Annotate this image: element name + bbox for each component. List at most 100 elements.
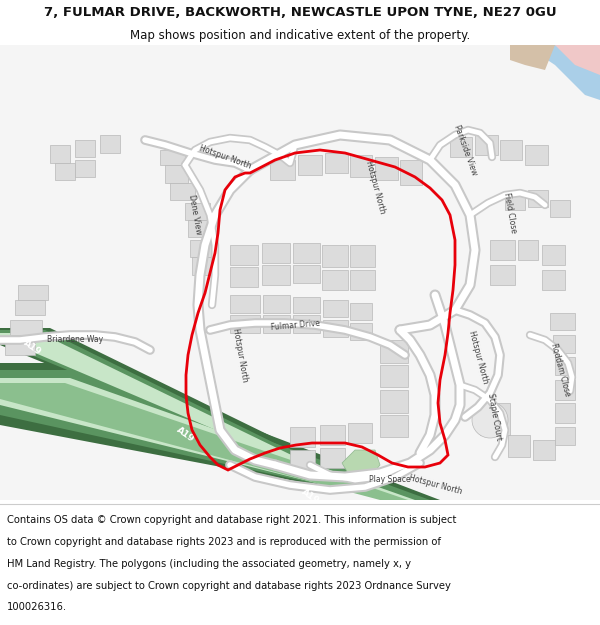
Text: Play Space: Play Space: [369, 476, 411, 484]
Text: Roddam Close: Roddam Close: [548, 342, 571, 398]
Polygon shape: [490, 265, 515, 285]
Polygon shape: [55, 163, 75, 180]
Polygon shape: [15, 300, 45, 315]
Polygon shape: [525, 145, 548, 165]
Polygon shape: [190, 240, 215, 257]
Polygon shape: [298, 155, 322, 175]
Polygon shape: [550, 313, 575, 330]
Polygon shape: [400, 160, 422, 185]
Polygon shape: [230, 267, 258, 287]
Polygon shape: [518, 240, 538, 260]
Polygon shape: [508, 435, 530, 457]
Polygon shape: [510, 45, 555, 70]
Polygon shape: [160, 150, 185, 165]
Polygon shape: [450, 137, 472, 157]
Polygon shape: [348, 423, 372, 443]
Polygon shape: [500, 140, 522, 160]
Circle shape: [472, 402, 508, 438]
Polygon shape: [350, 245, 375, 267]
Polygon shape: [322, 270, 348, 290]
Text: Hotspur North: Hotspur North: [407, 474, 463, 496]
Polygon shape: [100, 135, 120, 153]
Text: Hotspur North: Hotspur North: [467, 329, 490, 384]
Text: co-ordinates) are subject to Crown copyright and database rights 2023 Ordnance S: co-ordinates) are subject to Crown copyr…: [7, 581, 451, 591]
Polygon shape: [270, 160, 295, 180]
Text: 7, FULMAR DRIVE, BACKWORTH, NEWCASTLE UPON TYNE, NE27 0GU: 7, FULMAR DRIVE, BACKWORTH, NEWCASTLE UP…: [44, 6, 556, 19]
Text: to Crown copyright and database rights 2023 and is reproduced with the permissio: to Crown copyright and database rights 2…: [7, 537, 441, 547]
Text: Hotspur North: Hotspur North: [364, 159, 386, 214]
Polygon shape: [5, 340, 35, 355]
Polygon shape: [263, 315, 290, 333]
Polygon shape: [293, 265, 320, 283]
Polygon shape: [550, 200, 570, 217]
Text: Hotspur North: Hotspur North: [231, 328, 249, 382]
Polygon shape: [375, 157, 398, 180]
Text: Map shows position and indicative extent of the property.: Map shows position and indicative extent…: [130, 29, 470, 42]
Polygon shape: [380, 365, 408, 387]
Polygon shape: [555, 380, 575, 400]
Polygon shape: [230, 245, 258, 265]
Polygon shape: [533, 440, 555, 460]
Polygon shape: [555, 45, 600, 75]
Polygon shape: [293, 243, 320, 263]
Polygon shape: [293, 297, 320, 313]
Polygon shape: [380, 415, 408, 437]
Polygon shape: [323, 300, 348, 317]
Polygon shape: [262, 265, 290, 285]
Text: A19: A19: [299, 488, 320, 506]
Text: A19: A19: [175, 426, 196, 444]
Polygon shape: [555, 427, 575, 445]
Polygon shape: [320, 425, 345, 445]
Text: Fulmar Drive: Fulmar Drive: [270, 318, 320, 332]
Polygon shape: [528, 190, 548, 207]
Polygon shape: [18, 285, 48, 300]
Polygon shape: [505, 193, 525, 210]
Polygon shape: [540, 45, 600, 100]
Polygon shape: [170, 183, 195, 200]
Polygon shape: [75, 140, 95, 157]
Polygon shape: [320, 448, 345, 468]
Polygon shape: [75, 160, 95, 177]
Polygon shape: [325, 153, 348, 173]
Text: Briardene Way: Briardene Way: [47, 336, 103, 344]
Polygon shape: [542, 245, 565, 265]
Polygon shape: [50, 145, 70, 163]
Text: Parkside View: Parkside View: [452, 124, 478, 176]
Polygon shape: [0, 383, 408, 500]
Text: HM Land Registry. The polygons (including the associated geometry, namely x, y: HM Land Registry. The polygons (includin…: [7, 559, 411, 569]
Polygon shape: [555, 403, 575, 423]
Text: Field Close: Field Close: [502, 192, 518, 234]
Polygon shape: [350, 270, 375, 290]
Polygon shape: [0, 363, 440, 500]
Polygon shape: [0, 370, 430, 500]
Polygon shape: [0, 378, 415, 500]
Text: Contains OS data © Crown copyright and database right 2021. This information is : Contains OS data © Crown copyright and d…: [7, 515, 457, 525]
Text: Dene View: Dene View: [187, 194, 203, 236]
Text: Hotspur North: Hotspur North: [198, 144, 252, 171]
Polygon shape: [165, 165, 188, 183]
Polygon shape: [185, 203, 210, 220]
Polygon shape: [475, 135, 498, 155]
Polygon shape: [380, 390, 408, 413]
Polygon shape: [490, 240, 515, 260]
Polygon shape: [323, 320, 348, 337]
Polygon shape: [342, 450, 380, 477]
Polygon shape: [262, 243, 290, 263]
Polygon shape: [263, 295, 290, 313]
Text: Staple Court: Staple Court: [487, 392, 503, 441]
Polygon shape: [480, 403, 510, 435]
Text: 100026316.: 100026316.: [7, 602, 67, 612]
Polygon shape: [350, 303, 372, 320]
Polygon shape: [230, 295, 260, 313]
Polygon shape: [188, 220, 212, 237]
Polygon shape: [555, 357, 575, 375]
Polygon shape: [350, 323, 372, 340]
Polygon shape: [192, 257, 217, 275]
Polygon shape: [290, 450, 315, 470]
Polygon shape: [0, 333, 312, 471]
Polygon shape: [293, 315, 320, 333]
Polygon shape: [322, 245, 348, 267]
Polygon shape: [10, 320, 42, 335]
Polygon shape: [290, 427, 315, 447]
Polygon shape: [380, 340, 408, 363]
